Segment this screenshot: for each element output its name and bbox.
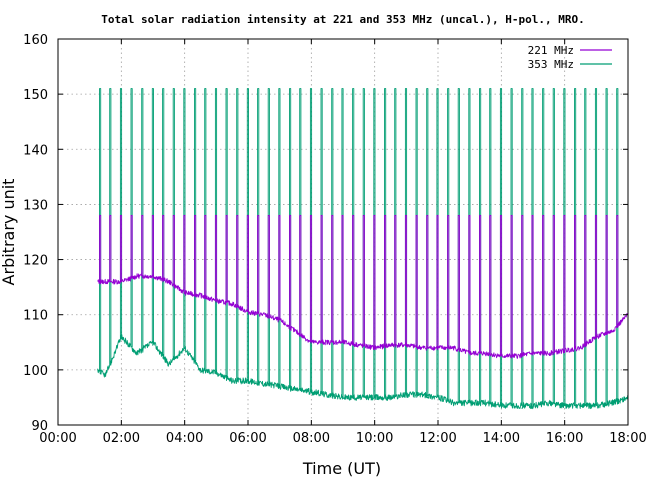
x-tick-label: 08:00 <box>293 431 330 446</box>
tick-labels: 00:00 02:00 04:00 06:00 08:00 10:00 12:00 14:00… <box>23 33 647 446</box>
x-tick-label: 02:00 <box>103 431 140 446</box>
y-axis-label: Arbitrary unit <box>0 179 18 286</box>
y-tick-label: 160 <box>23 33 48 48</box>
x-tick-label: 16:00 <box>546 431 583 446</box>
y-tick-label: 110 <box>23 309 48 324</box>
x-tick-label: 04:00 <box>166 431 203 446</box>
y-tick-label: 140 <box>23 143 48 158</box>
y-tick-label: 100 <box>23 364 48 379</box>
x-tick-label: 18:00 <box>609 431 646 446</box>
x-tick-label: 06:00 <box>229 431 266 446</box>
y-tick-label: 120 <box>23 254 48 269</box>
x-tick-label: 14:00 <box>483 431 520 446</box>
legend-label-221: 221 MHz <box>528 44 574 57</box>
x-tick-label: 10:00 <box>356 431 393 446</box>
y-tick-label: 150 <box>23 88 48 103</box>
x-tick-label: 12:00 <box>419 431 456 446</box>
y-tick-label: 130 <box>23 198 48 213</box>
series-line-353 <box>97 88 629 410</box>
chart-title: Total solar radiation intensity at 221 a… <box>101 13 584 26</box>
legend-label-353: 353 MHz <box>528 58 574 71</box>
x-axis-label: Time (UT) <box>302 459 381 478</box>
y-tick-label: 90 <box>31 419 48 434</box>
plot-frame <box>57 38 629 426</box>
series-layer <box>97 88 629 410</box>
legend: 221 MHz 353 MHz <box>528 44 612 71</box>
x-tick-label: 00:00 <box>39 431 76 446</box>
series-line-221 <box>97 215 629 359</box>
